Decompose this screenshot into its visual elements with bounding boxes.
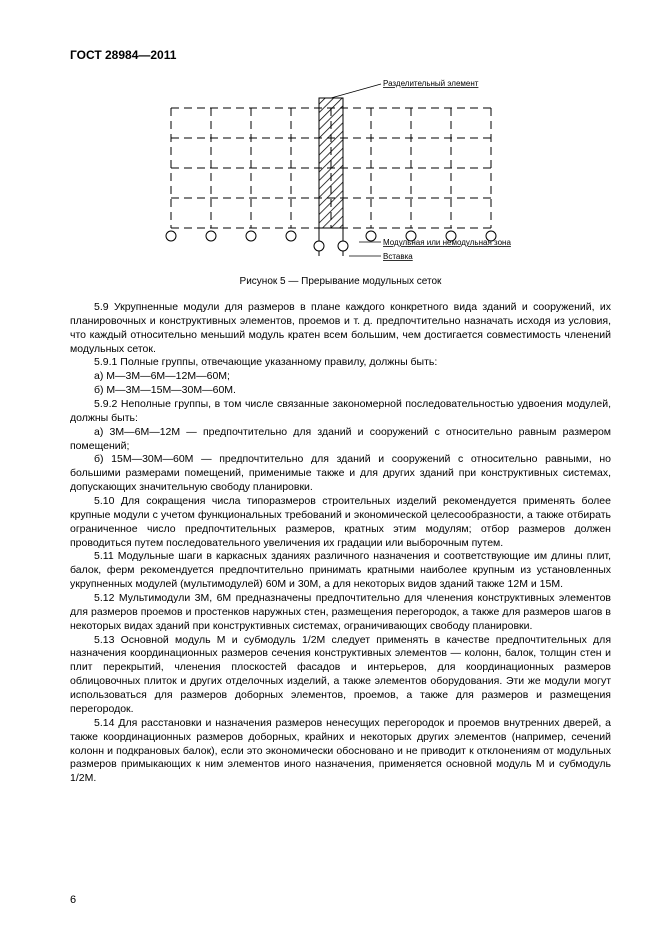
- paragraph: а) М—3М—6М—12М—60М;: [70, 370, 611, 384]
- paragraph: 5.9.2 Неполные группы, в том числе связа…: [70, 398, 611, 426]
- paragraph: 5.11 Модульные шаги в каркасных зданиях …: [70, 550, 611, 592]
- page-number: 6: [70, 894, 76, 906]
- standard-header: ГОСТ 28984—2011: [70, 48, 611, 62]
- figure-caption: Рисунок 5 — Прерывание модульных сеток: [70, 276, 611, 287]
- body-text: 5.9 Укрупненные модули для размеров в пл…: [70, 301, 611, 786]
- paragraph: 5.9 Укрупненные модули для размеров в пл…: [70, 301, 611, 356]
- paragraph: б) 15М—30М—60М — предпочтительно для зда…: [70, 453, 611, 495]
- paragraph: 5.13 Основной модуль М и субмодуль 1/2М …: [70, 634, 611, 717]
- figure-5-diagram: Разделительный элемент Модульная или нем…: [151, 68, 531, 268]
- paragraph: б) М—3М—15М—30М—60М.: [70, 384, 611, 398]
- figure-label-bottom: Вставка: [383, 252, 413, 261]
- paragraph: а) 3М—6М—12М — предпочтительно для здани…: [70, 426, 611, 454]
- figure-label-mid: Модульная или немодульная зона: [383, 238, 511, 247]
- figure-label-top: Разделительный элемент: [383, 79, 479, 88]
- paragraph: 5.12 Мультимодули 3М, 6М предназначены п…: [70, 592, 611, 634]
- paragraph: 5.10 Для сокращения числа типоразмеров с…: [70, 495, 611, 550]
- document-page: ГОСТ 28984—2011: [0, 0, 661, 936]
- paragraph: 5.14 Для расстановки и назначения размер…: [70, 717, 611, 786]
- paragraph: 5.9.1 Полные группы, отвечающие указанно…: [70, 356, 611, 370]
